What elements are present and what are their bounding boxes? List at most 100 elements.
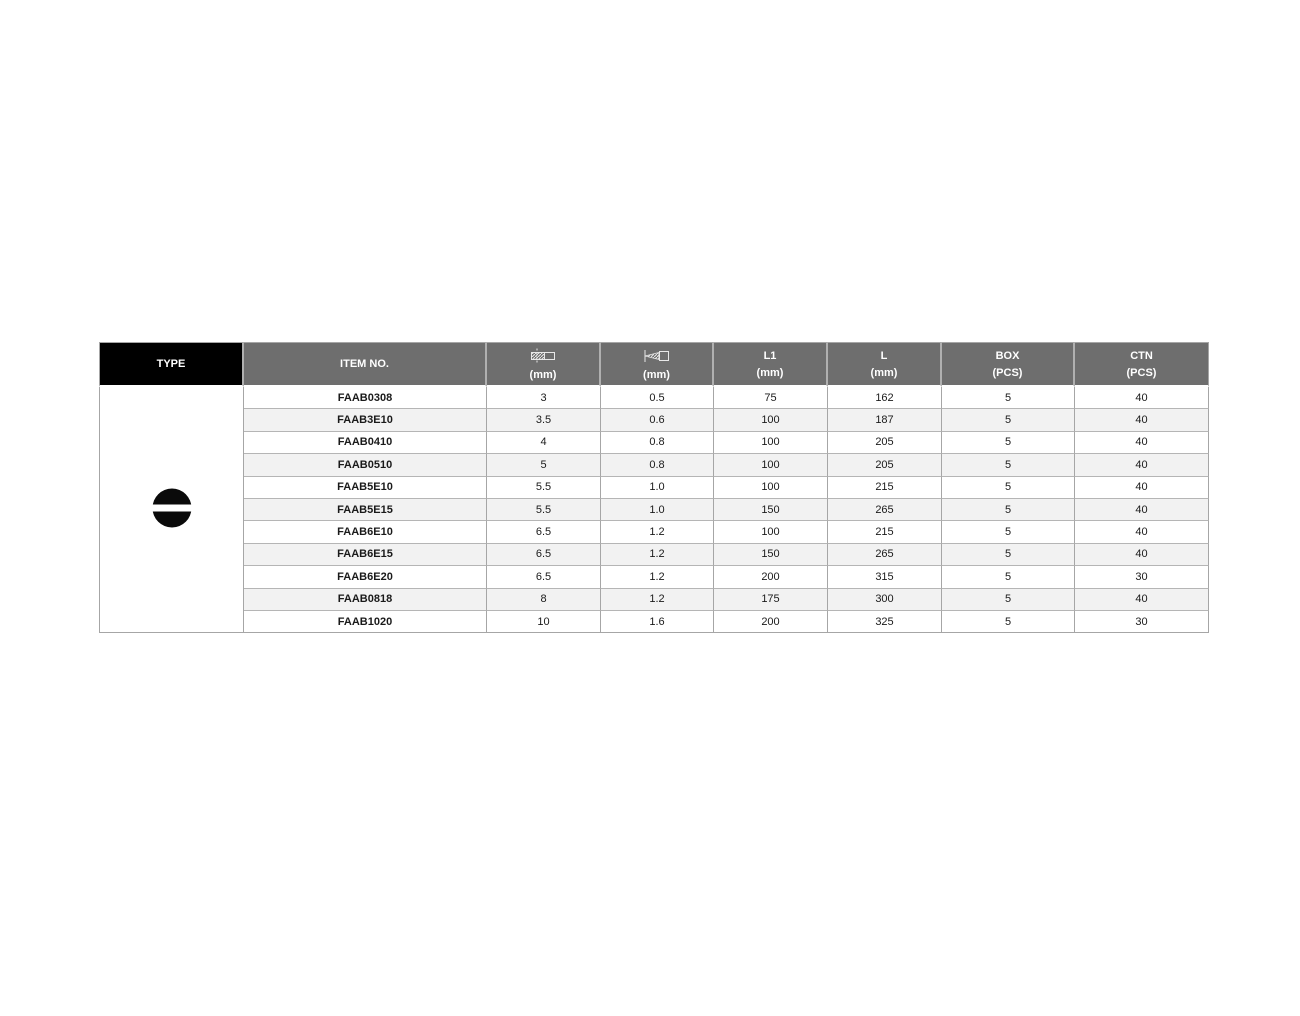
type-cell [99, 387, 244, 634]
blade-thickness-cell: 1.2 [601, 588, 714, 611]
item-no-cell: FAAB0308 [244, 387, 487, 410]
blade-thickness-unit-label: (mm) [643, 368, 670, 381]
l-cell: 187 [828, 409, 942, 432]
table-row: FAAB6E20 6.5 1.2 200 315 5 30 [99, 566, 1209, 589]
l-cell: 205 [828, 431, 942, 455]
item-no-header-label: ITEM NO. [340, 358, 389, 370]
box-header-label: BOX [995, 349, 1020, 362]
blade-thickness-cell: 0.5 [601, 387, 714, 410]
l-cell: 265 [828, 498, 942, 522]
blade-width-cell: 8 [487, 588, 601, 611]
item-no-cell: FAAB6E10 [244, 521, 487, 544]
box-cell: 5 [942, 409, 1075, 432]
blade-thickness-cell: 1.0 [601, 476, 714, 499]
ctn-header-label: CTN [1130, 349, 1153, 362]
l1-cell: 100 [714, 476, 828, 499]
box-cell: 5 [942, 610, 1075, 634]
item-no-cell: FAAB5E10 [244, 476, 487, 499]
ctn-cell: 40 [1075, 431, 1209, 455]
item-no-cell: FAAB0818 [244, 588, 487, 611]
blade-width-cell: 4 [487, 431, 601, 455]
l1-cell: 75 [714, 387, 828, 410]
box-unit-label: (PCS) [992, 366, 1023, 379]
blade-width-icon [526, 348, 560, 364]
blade-thickness-cell: 1.2 [601, 566, 714, 589]
box-cell: 5 [942, 543, 1075, 567]
table-row: FAAB0410 4 0.8 100 205 5 40 [99, 431, 1209, 455]
item-no-cell: FAAB0510 [244, 454, 487, 477]
table-row: FAAB6E15 6.5 1.2 150 265 5 40 [99, 543, 1209, 567]
l1-cell: 100 [714, 431, 828, 455]
blade-thickness-cell: 1.6 [601, 610, 714, 634]
column-header-box: BOX (PCS) [942, 342, 1075, 387]
l1-cell: 150 [714, 543, 828, 567]
column-header-blade-width: (mm) [487, 342, 601, 387]
blade-width-unit-label: (mm) [529, 368, 557, 381]
column-header-item-no: ITEM NO. [244, 342, 487, 387]
l1-cell: 200 [714, 566, 828, 589]
l-cell: 265 [828, 543, 942, 567]
blade-width-cell: 5 [487, 454, 601, 477]
box-cell: 5 [942, 566, 1075, 589]
blade-thickness-cell: 0.6 [601, 409, 714, 432]
blade-width-cell: 5.5 [487, 498, 601, 522]
table-row: FAAB0818 8 1.2 175 300 5 40 [99, 588, 1209, 611]
table-row: FAAB6E10 6.5 1.2 100 215 5 40 [99, 521, 1209, 544]
l-cell: 205 [828, 454, 942, 477]
l1-cell: 150 [714, 498, 828, 522]
box-cell: 5 [942, 588, 1075, 611]
blade-width-cell: 3 [487, 387, 601, 410]
box-cell: 5 [942, 454, 1075, 477]
box-cell: 5 [942, 476, 1075, 499]
box-cell: 5 [942, 387, 1075, 410]
column-header-l: L (mm) [828, 342, 942, 387]
l-unit-label: (mm) [870, 366, 898, 379]
table-header: TYPE ITEM NO. [99, 342, 1209, 387]
l-cell: 215 [828, 476, 942, 499]
table-row: FAAB5E10 5.5 1.0 100 215 5 40 [99, 476, 1209, 499]
slotted-screwdriver-icon [151, 488, 192, 528]
ctn-cell: 40 [1075, 521, 1209, 544]
column-header-l1: L1 (mm) [714, 342, 828, 387]
l-cell: 325 [828, 610, 942, 634]
item-no-cell: FAAB3E10 [244, 409, 487, 432]
blade-thickness-cell: 1.2 [601, 543, 714, 567]
blade-width-cell: 6.5 [487, 521, 601, 544]
ctn-cell: 40 [1075, 454, 1209, 477]
column-header-type: TYPE [99, 342, 244, 387]
table-body: FAAB0308 3 0.5 75 162 5 40 FAAB3E10 3.5 … [99, 387, 1209, 634]
product-spec-table: TYPE ITEM NO. [99, 342, 1209, 634]
blade-width-cell: 6.5 [487, 566, 601, 589]
item-no-cell: FAAB1020 [244, 610, 487, 634]
table-row: FAAB5E15 5.5 1.0 150 265 5 40 [99, 498, 1209, 522]
item-no-cell: FAAB6E20 [244, 566, 487, 589]
l1-header-label: L1 [763, 349, 777, 362]
ctn-cell: 40 [1075, 543, 1209, 567]
ctn-cell: 40 [1075, 387, 1209, 410]
blade-width-cell: 10 [487, 610, 601, 634]
item-no-cell: FAAB0410 [244, 431, 487, 455]
box-cell: 5 [942, 521, 1075, 544]
l1-cell: 100 [714, 409, 828, 432]
box-cell: 5 [942, 431, 1075, 455]
ctn-cell: 40 [1075, 588, 1209, 611]
l-cell: 162 [828, 387, 942, 410]
table-row: FAAB0510 5 0.8 100 205 5 40 [99, 454, 1209, 477]
l-cell: 215 [828, 521, 942, 544]
table-row: FAAB1020 10 1.6 200 325 5 30 [99, 610, 1209, 634]
l1-unit-label: (mm) [756, 366, 784, 379]
table-row: FAAB3E10 3.5 0.6 100 187 5 40 [99, 409, 1209, 432]
blade-thickness-icon [642, 348, 672, 364]
blade-width-cell: 5.5 [487, 476, 601, 499]
ctn-unit-label: (PCS) [1126, 366, 1157, 379]
l1-cell: 100 [714, 521, 828, 544]
l1-cell: 100 [714, 454, 828, 477]
ctn-cell: 30 [1075, 610, 1209, 634]
l-cell: 300 [828, 588, 942, 611]
blade-thickness-cell: 0.8 [601, 454, 714, 477]
ctn-cell: 30 [1075, 566, 1209, 589]
ctn-cell: 40 [1075, 409, 1209, 432]
column-header-blade-thickness: (mm) [601, 342, 714, 387]
column-header-ctn: CTN (PCS) [1075, 342, 1209, 387]
l-cell: 315 [828, 566, 942, 589]
